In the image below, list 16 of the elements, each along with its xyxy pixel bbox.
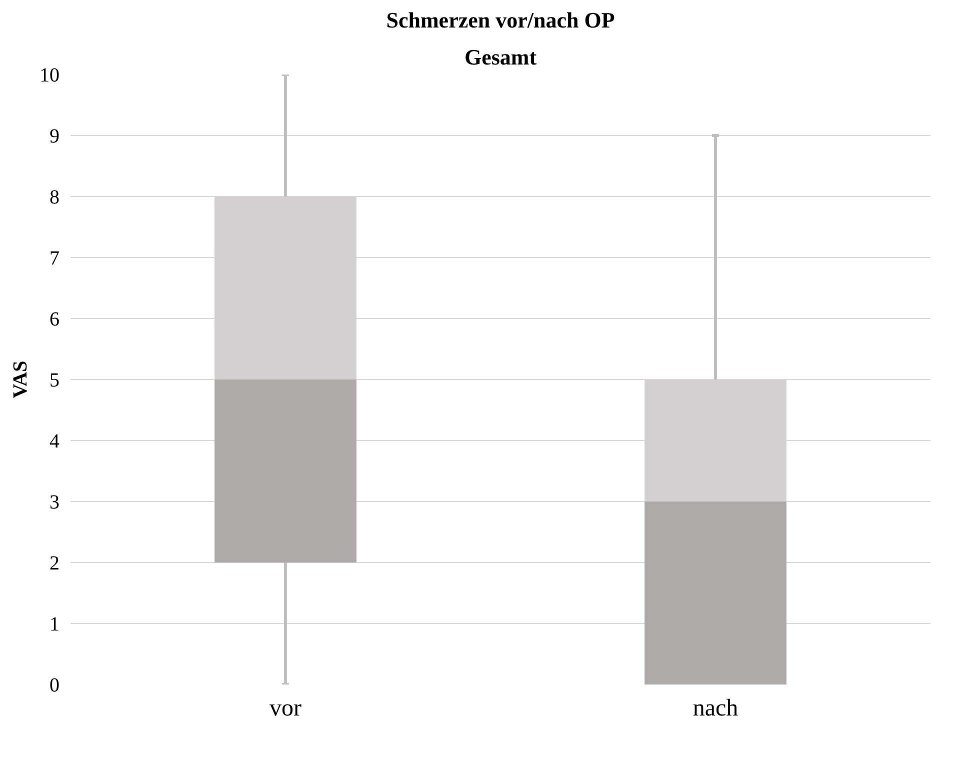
y-tick-label: 6 bbox=[50, 308, 60, 330]
y-tick-label: 7 bbox=[50, 248, 60, 270]
chart-subtitle: Gesamt bbox=[464, 44, 538, 70]
y-tick-label: 2 bbox=[50, 552, 60, 574]
y-tick-label: 0 bbox=[50, 674, 60, 696]
chart-title: Schmerzen vor/nach OP bbox=[386, 8, 615, 32]
y-tick-label: 1 bbox=[50, 614, 60, 636]
y-tick-label: 9 bbox=[50, 126, 60, 148]
y-tick-label: 3 bbox=[50, 492, 60, 514]
y-tick-label: 8 bbox=[50, 186, 60, 208]
y-tick-label: 5 bbox=[50, 370, 60, 392]
x-tick-label: nach bbox=[692, 696, 738, 722]
y-tick-label: 10 bbox=[40, 64, 60, 86]
y-tick-label: 4 bbox=[50, 430, 60, 452]
y-axis-title: VAS bbox=[10, 360, 32, 398]
x-tick-label: vor bbox=[270, 696, 302, 722]
